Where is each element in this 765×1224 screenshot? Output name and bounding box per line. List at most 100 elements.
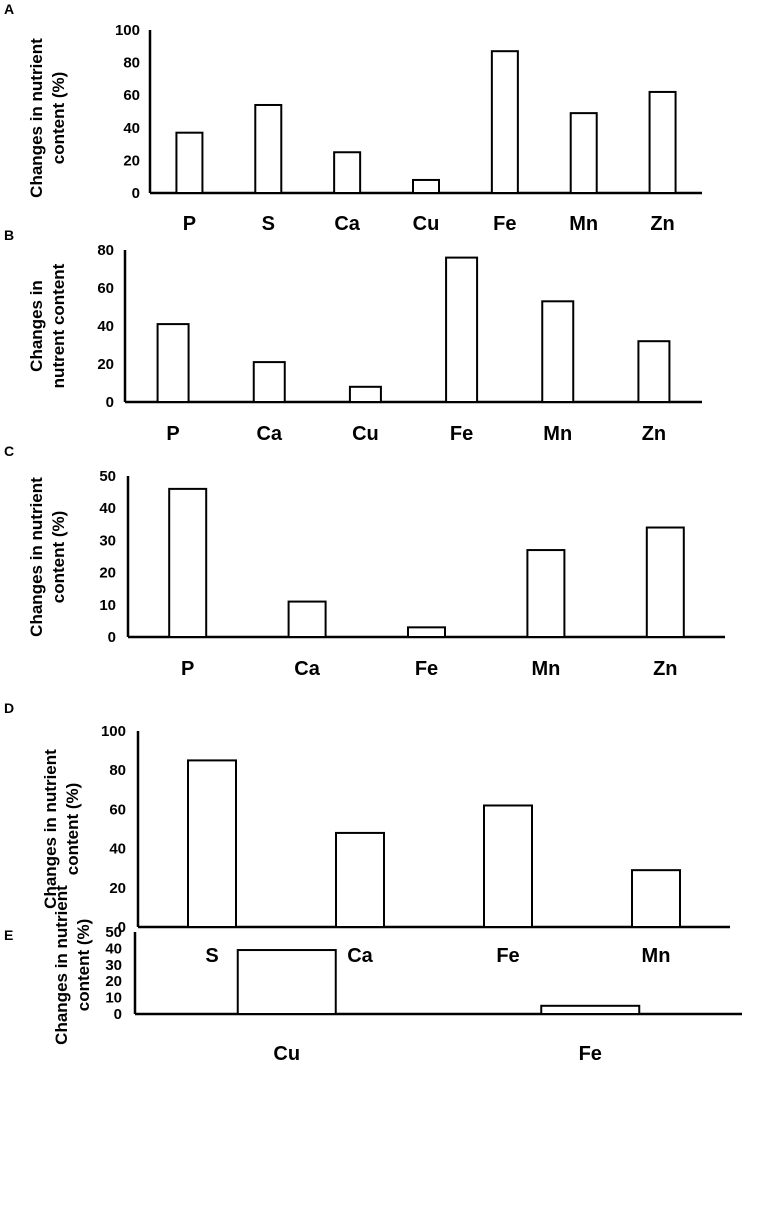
panel-e-bar-fe xyxy=(540,1004,641,1015)
panel-a-category-label: P xyxy=(183,213,196,235)
panel-c-bar-ca xyxy=(287,600,327,639)
panel-a-category-label: Mn xyxy=(569,213,598,235)
panel-d-ytick-label: 20 xyxy=(109,880,126,897)
panel-e-ytick-label: 40 xyxy=(105,940,122,957)
panel-e-ylabel: Changes in nutrient content (%) xyxy=(52,885,93,1045)
panel-e-category-label: Cu xyxy=(273,1043,300,1065)
panel-a-ytick-label: 40 xyxy=(123,120,140,137)
panel-a-ytick-label: 20 xyxy=(123,152,140,169)
panel-b-bar-p xyxy=(156,323,190,404)
panel-c-ylabel: Changes in nutrient content (%) xyxy=(27,477,68,637)
panel-c-label: C xyxy=(4,443,14,459)
panel-d-ytick-label: 40 xyxy=(109,841,126,858)
panel-a-category-label: Fe xyxy=(493,213,516,235)
panel-c-category-label: Fe xyxy=(415,658,438,680)
panel-a-ylabel: Changes in nutrient content (%) xyxy=(27,38,68,198)
panel-a: A Changes in nutrient content (%) 0 20 40 60 80… xyxy=(4,1,702,235)
panel-b-ylabel-line-2: nutrent content xyxy=(49,263,68,388)
panel-c-category-label: P xyxy=(181,658,194,680)
panel-a-ytick-label: 60 xyxy=(123,87,140,104)
panel-b-bar-fe xyxy=(445,256,479,403)
panel-b-category-label: Ca xyxy=(256,423,282,445)
panel-a-ytick-label: 100 xyxy=(115,22,140,39)
panel-e-ytick-label: 10 xyxy=(105,990,122,1007)
panel-d-ytick-label: 100 xyxy=(101,723,126,740)
panel-c-category-label: Ca xyxy=(294,658,320,680)
panel-b-ytick-label: 40 xyxy=(97,318,114,335)
panel-a-bar-mn xyxy=(569,112,598,194)
panel-e-ylabel-line-2: content (%) xyxy=(74,919,93,1012)
panel-d-ylabel: Changes in nutrient content (%) xyxy=(41,749,82,909)
panel-a-category-label: Cu xyxy=(413,213,440,235)
panel-e-ylabel-line-1: Changes in nutrient xyxy=(52,885,71,1045)
panel-a-ytick-label: 80 xyxy=(123,55,140,72)
panel-a-bar-s xyxy=(254,103,283,194)
panel-e-ytick-label: 50 xyxy=(105,924,122,941)
panel-c-ytick-label: 50 xyxy=(99,468,116,485)
panel-a-label: A xyxy=(4,1,14,17)
panel-b-category-label: Zn xyxy=(642,423,666,445)
panel-e-category-label: Fe xyxy=(579,1043,602,1065)
panel-a-bar-fe xyxy=(490,50,519,194)
panel-b-ytick-label: 20 xyxy=(97,356,114,373)
panel-c-bar-p xyxy=(168,487,208,638)
panel-e-bar-cu xyxy=(236,949,337,1015)
panel-d-category-label: Mn xyxy=(642,945,671,967)
panel-a-bar-ca xyxy=(333,151,362,194)
panel-a-bar-p xyxy=(175,131,204,195)
panel-d-ylabel-line-2: content (%) xyxy=(63,783,82,876)
panel-b-ytick-label: 0 xyxy=(106,394,114,411)
panel-d-category-label: Ca xyxy=(347,945,373,967)
panel-e-ytick-label: 20 xyxy=(105,973,122,990)
panel-d-category-label: S xyxy=(205,945,218,967)
panel-e: E Changes in nutrient content (%)010203040… xyxy=(4,885,742,1065)
panel-b-label: B xyxy=(4,227,14,243)
panel-d-bar-mn xyxy=(631,869,681,928)
panel-a-category-label: S xyxy=(262,213,275,235)
panel-c-category-label: Mn xyxy=(531,658,560,680)
panel-b-bar-cu xyxy=(348,385,382,403)
panel-d-ylabel-line-1: Changes in nutrient xyxy=(41,749,60,909)
panel-c-bar-zn xyxy=(645,526,685,639)
panel-b-ylabel: Changes in nutrent content xyxy=(27,263,68,388)
panel-d: D Changes in nutrient content (%) 0 20 40 60 80… xyxy=(4,700,730,967)
panel-b-bar-ca xyxy=(252,361,286,404)
panel-c-bar-fe xyxy=(407,626,446,639)
panel-b: B Changes in nutrent content 0 20 40 60 80 P Ca Cu… xyxy=(4,227,702,445)
panel-d-ytick-label: 60 xyxy=(109,801,126,818)
panel-b-ylabel-line-1: Changes in xyxy=(27,280,46,372)
panel-b-ytick-label: 60 xyxy=(97,280,114,297)
panel-c-ytick-label: 30 xyxy=(99,532,116,549)
panel-b-category-label: Cu xyxy=(352,423,379,445)
panel-e-ytick-label: 30 xyxy=(105,957,122,974)
panel-a-ylabel-line-1: Changes in nutrient xyxy=(27,38,46,198)
panel-a-category-label: Ca xyxy=(334,213,360,235)
panel-c: C Changes in nutrient content (%) 0 10 20 30 40… xyxy=(4,443,725,680)
panel-e-ytick-label: 0 xyxy=(114,1006,122,1023)
panel-c-ytick-label: 40 xyxy=(99,500,116,517)
panel-e-label: E xyxy=(4,927,13,943)
panel-d-label: D xyxy=(4,700,14,716)
panel-d-category-label: Fe xyxy=(496,945,519,967)
panel-c-ytick-label: 10 xyxy=(99,597,116,614)
panel-a-ylabel-line-2: content (%) xyxy=(49,72,68,165)
panel-c-category-label: Zn xyxy=(653,658,677,680)
panel-b-bar-mn xyxy=(541,300,575,403)
panel-b-category-label: P xyxy=(166,423,179,445)
panel-a-bar-cu xyxy=(412,178,440,195)
panel-c-ylabel-line-2: content (%) xyxy=(49,511,68,604)
panel-c-ylabel-line-1: Changes in nutrient xyxy=(27,477,46,637)
panel-d-bar-ca xyxy=(335,831,385,928)
panel-c-ytick-label: 20 xyxy=(99,565,116,582)
panel-d-bar-s xyxy=(187,759,237,929)
panel-b-bar-zn xyxy=(637,340,671,404)
panel-b-ytick-label: 80 xyxy=(97,242,114,259)
panel-d-ytick-label: 80 xyxy=(109,762,126,779)
panel-a-bar-zn xyxy=(648,90,677,194)
panel-c-ytick-label: 0 xyxy=(108,629,116,646)
panel-b-category-label: Mn xyxy=(543,423,572,445)
panel-d-ytick-label: 0 xyxy=(118,919,126,936)
panel-c-bar-mn xyxy=(526,549,566,638)
panel-a-ytick-label: 0 xyxy=(132,185,140,202)
